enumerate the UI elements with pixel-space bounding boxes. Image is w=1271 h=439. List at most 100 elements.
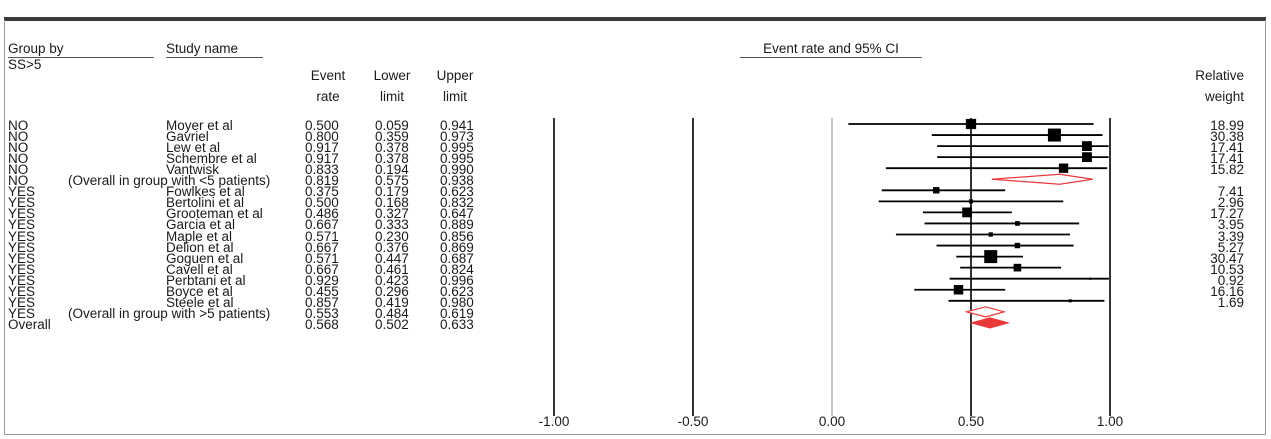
event-rate-cell: 0.571 bbox=[305, 250, 339, 266]
point-estimate bbox=[1058, 163, 1069, 173]
table-row: NO Gavriel 0.800 0.359 0.973 bbox=[0, 129, 500, 145]
relative-weight-cell: 7.41 bbox=[1217, 184, 1244, 200]
overall-diamond bbox=[969, 317, 1011, 329]
header-weight-1: Relative bbox=[1195, 68, 1244, 83]
study-name-cell: Lew et al bbox=[166, 140, 221, 156]
lower-limit-cell: 0.179 bbox=[375, 184, 409, 200]
upper-limit-cell: 0.973 bbox=[440, 129, 474, 145]
relative-weight-cell: 17.41 bbox=[1210, 140, 1244, 156]
lower-limit-cell: 0.230 bbox=[375, 228, 409, 244]
event-rate-cell: 0.929 bbox=[305, 272, 339, 288]
study-name-cell: Delion et al bbox=[166, 239, 234, 255]
group-cell: YES bbox=[8, 239, 36, 255]
table-row: YES Garcia et al 0.667 0.333 0.889 bbox=[0, 217, 500, 233]
study-name-cell: Goguen et al bbox=[166, 250, 244, 266]
group-cell: NO bbox=[8, 173, 29, 189]
lower-limit-cell: 0.378 bbox=[375, 140, 409, 156]
study-name-cell: (Overall in group with <5 patients) bbox=[68, 173, 271, 189]
study-name-cell: Vantwisk bbox=[166, 162, 220, 178]
point-estimate bbox=[1047, 128, 1061, 142]
top-rule bbox=[4, 17, 1266, 21]
lower-limit-cell: 0.333 bbox=[375, 217, 409, 233]
point-estimate bbox=[968, 199, 974, 204]
group-cell: NO bbox=[8, 129, 29, 145]
header-event-rate-1: Event bbox=[310, 68, 346, 83]
relative-weight-cell: 15.82 bbox=[1210, 162, 1244, 178]
upper-limit-cell: 0.824 bbox=[440, 261, 474, 277]
upper-limit-cell: 0.856 bbox=[440, 228, 474, 244]
lower-limit-cell: 0.059 bbox=[375, 118, 409, 133]
event-rate-cell: 0.571 bbox=[305, 228, 339, 244]
point-estimate bbox=[988, 232, 993, 237]
event-rate-cell: 0.917 bbox=[305, 140, 339, 156]
lower-limit-cell: 0.419 bbox=[375, 294, 409, 310]
subgroup-diamond bbox=[964, 306, 1007, 318]
upper-limit-cell: 0.623 bbox=[440, 283, 474, 299]
header-lower-1: Lower bbox=[373, 68, 411, 83]
lower-limit-cell: 0.575 bbox=[375, 173, 409, 189]
lower-limit-cell: 0.484 bbox=[375, 305, 409, 321]
lower-limit-cell: 0.502 bbox=[375, 316, 409, 332]
study-name-cell: Moyer et al bbox=[166, 118, 233, 133]
point-estimate bbox=[984, 250, 998, 264]
event-rate-cell: 0.819 bbox=[305, 173, 339, 189]
relative-weight-cell: 30.47 bbox=[1210, 250, 1244, 266]
relative-weight-cell: 1.69 bbox=[1217, 294, 1244, 310]
header-group-by: Group by bbox=[8, 41, 154, 58]
x-tick-label: 0.50 bbox=[958, 414, 984, 429]
point-estimate bbox=[1082, 152, 1092, 163]
table-row: YES Steele et al 0.857 0.419 0.980 bbox=[0, 294, 500, 310]
upper-limit-cell: 0.889 bbox=[440, 217, 474, 233]
subtotal-row: NO (Overall in group with <5 patients) 0.8… bbox=[0, 173, 500, 189]
event-rate-cell: 0.917 bbox=[305, 151, 339, 167]
study-name-cell: Steele et al bbox=[166, 294, 234, 310]
study-name-cell: Schembre et al bbox=[166, 151, 257, 167]
table-row: YES Maple et al 0.571 0.230 0.856 bbox=[0, 228, 500, 244]
event-rate-cell: 0.568 bbox=[305, 316, 339, 332]
upper-limit-cell: 0.990 bbox=[440, 162, 474, 178]
event-rate-cell: 0.486 bbox=[305, 206, 339, 222]
upper-limit-cell: 0.869 bbox=[440, 239, 474, 255]
relative-weight-cell: 3.95 bbox=[1217, 217, 1244, 233]
table-row: YES Cavell et al 0.667 0.461 0.824 bbox=[0, 261, 500, 277]
group-cell: YES bbox=[8, 228, 36, 244]
relative-weight-cell: 0.92 bbox=[1217, 272, 1244, 288]
event-rate-cell: 0.833 bbox=[305, 162, 339, 178]
upper-limit-cell: 0.980 bbox=[440, 294, 474, 310]
study-name-cell: Grooteman et al bbox=[166, 206, 263, 222]
lower-limit-cell: 0.359 bbox=[375, 129, 409, 145]
table-row: YES Fowlkes et al 0.375 0.179 0.623 bbox=[0, 184, 500, 200]
relative-weight-cell: 17.41 bbox=[1210, 151, 1244, 167]
upper-limit-cell: 0.938 bbox=[440, 173, 474, 189]
study-name-cell: Boyce et al bbox=[166, 283, 233, 299]
event-rate-cell: 0.375 bbox=[305, 184, 339, 200]
upper-limit-cell: 0.996 bbox=[440, 272, 474, 288]
point-estimate bbox=[953, 285, 964, 295]
lower-limit-cell: 0.378 bbox=[375, 151, 409, 167]
group-cell: NO bbox=[8, 118, 29, 133]
header-study-name: Study name bbox=[166, 41, 263, 58]
upper-limit-cell: 0.647 bbox=[440, 206, 474, 222]
point-estimate bbox=[1082, 141, 1092, 152]
relative-weight-cell: 3.39 bbox=[1217, 228, 1244, 244]
group-cell: YES bbox=[8, 195, 36, 211]
study-name-cell: Gavriel bbox=[166, 129, 209, 145]
table-row: NO Lew et al 0.917 0.378 0.995 bbox=[0, 140, 500, 156]
table-row: NO Moyer et al 0.500 0.059 0.941 bbox=[0, 118, 500, 133]
table-row: NO Vantwisk 0.833 0.194 0.990 bbox=[0, 162, 500, 178]
group-cell: YES bbox=[8, 217, 36, 233]
lower-limit-cell: 0.296 bbox=[375, 283, 409, 299]
study-name-cell: Perbtani et al bbox=[166, 272, 246, 288]
group-cell: Overall bbox=[8, 316, 51, 332]
relative-weight-cell: 5.27 bbox=[1217, 239, 1244, 255]
group-cell: YES bbox=[8, 283, 36, 299]
study-name-cell: Bertolini et al bbox=[166, 195, 245, 211]
group-cell: YES bbox=[8, 294, 36, 310]
event-rate-cell: 0.455 bbox=[305, 283, 339, 299]
lower-limit-cell: 0.461 bbox=[375, 261, 409, 277]
upper-limit-cell: 0.633 bbox=[440, 316, 474, 332]
figure-frame bbox=[4, 20, 1266, 435]
lower-limit-cell: 0.376 bbox=[375, 239, 409, 255]
relative-weight-cell: 30.38 bbox=[1210, 129, 1244, 145]
subtotal-row: YES (Overall in group with >5 patients) 0.… bbox=[0, 305, 500, 321]
